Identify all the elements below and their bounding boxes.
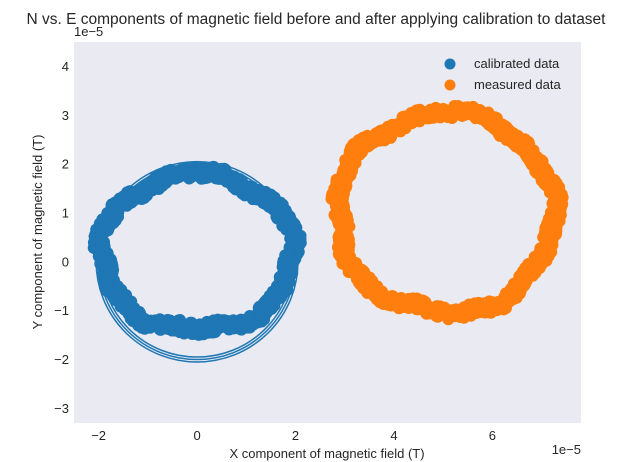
y-tick-label: 0 (62, 254, 69, 269)
legend-label-measured: measured data (474, 77, 561, 92)
reference-circle (100, 165, 294, 358)
y-tick-label: 1 (62, 205, 69, 220)
series-layer (87, 100, 569, 341)
y-ticks: −3 −2 −1 0 1 2 3 4 (54, 59, 69, 416)
legend-marker-calibrated (444, 58, 456, 70)
x-tick-label: 0 (193, 428, 200, 443)
x-axis-label: X component of magnetic field (T) (229, 446, 424, 461)
reference-circle (97, 163, 297, 361)
legend-label-calibrated: calibrated data (474, 56, 560, 71)
x-tick-label: 6 (489, 428, 496, 443)
y-offset-text: 1e−5 (74, 24, 103, 39)
scatter-point (545, 207, 558, 220)
reference-circle (95, 160, 299, 363)
y-tick-label: −1 (54, 303, 69, 318)
x-tick-label: 4 (390, 428, 397, 443)
y-tick-label: −3 (54, 401, 69, 416)
x-tick-label: 2 (292, 428, 299, 443)
series-measured-data (325, 100, 569, 326)
x-tick-label: −2 (91, 428, 106, 443)
legend: calibrated data measured data (444, 56, 561, 92)
y-tick-label: 3 (62, 108, 69, 123)
y-tick-label: 2 (62, 157, 69, 172)
y-tick-label: 4 (62, 59, 69, 74)
y-axis-label: Y component of magnetic field (T) (30, 135, 45, 330)
plot-area (74, 42, 581, 423)
legend-marker-measured (444, 79, 456, 91)
x-offset-text: 1e−5 (552, 442, 581, 457)
reference-circle-layer (95, 160, 299, 363)
x-ticks: −2 0 2 4 6 (91, 428, 496, 443)
y-tick-label: −2 (54, 352, 69, 367)
chart-title: N vs. E components of magnetic field bef… (26, 11, 606, 28)
